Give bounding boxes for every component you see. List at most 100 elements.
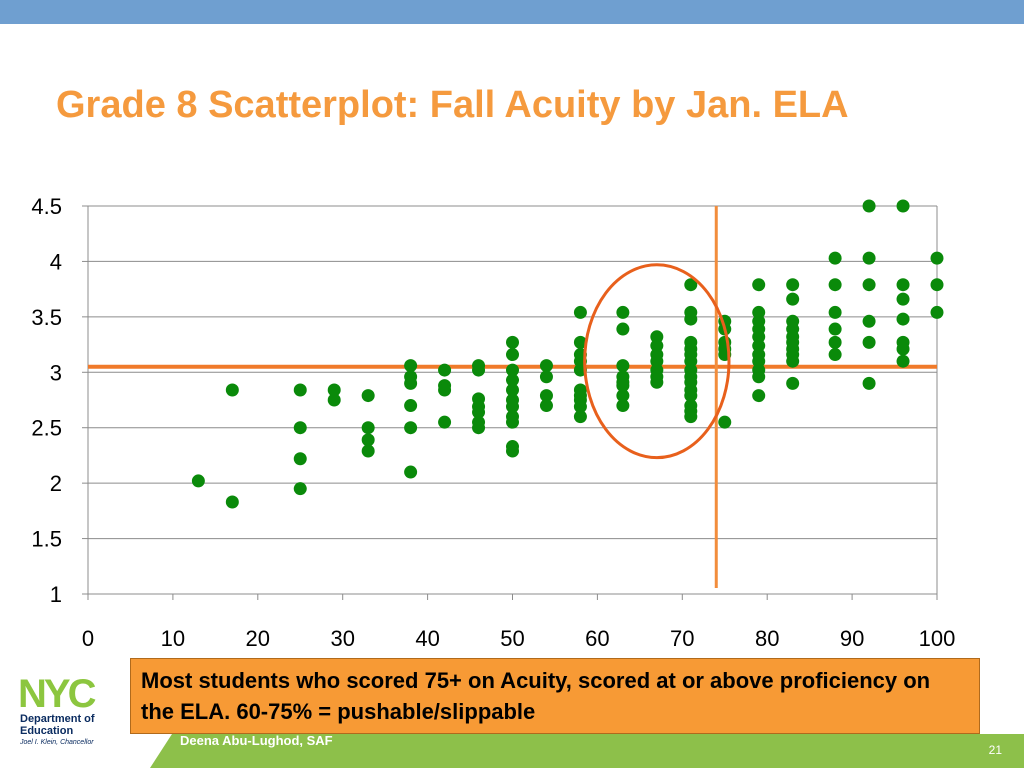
page-number: 21 [988,743,1002,757]
data-point [862,335,876,349]
data-point [786,354,800,368]
data-point [506,335,519,349]
y-tick-label: 3.5 [31,305,62,330]
data-point [293,421,307,435]
data-point [573,305,587,319]
data-point [438,383,452,397]
data-point [404,376,418,390]
data-point [191,474,205,488]
data-point [786,376,800,390]
y-tick-label: 1 [50,582,62,607]
x-tick-label: 80 [755,626,779,651]
data-point [506,400,519,414]
footer-band [0,734,1024,768]
data-point [438,363,452,377]
data-point [616,379,630,393]
data-point [930,251,944,265]
top-accent-bar [0,0,1024,24]
x-tick-label: 10 [161,626,185,651]
y-tick-label: 3 [50,360,62,385]
data-point [438,415,452,429]
data-point [828,278,842,292]
logo-department: Department of Education [20,713,95,737]
data-point [786,292,800,306]
data-point [862,278,876,292]
data-point [752,389,766,403]
data-point [616,359,630,373]
y-tick-label: 4.5 [31,194,62,219]
data-point [752,278,766,292]
data-point [506,373,519,387]
logo-mark-text: NYC [18,674,96,710]
data-point [573,400,587,414]
data-point [684,410,698,424]
footer-author: Deena Abu-Lughod, SAF [180,733,333,748]
x-tick-label: 100 [919,626,956,651]
data-point [361,444,375,458]
data-point [862,199,876,213]
data-point [684,389,698,403]
data-point [828,251,842,265]
x-tick-label: 40 [415,626,439,651]
y-tick-label: 4 [50,249,62,274]
data-point [786,278,800,292]
data-point [684,278,698,292]
x-tick-label: 30 [330,626,354,651]
data-point [862,251,876,265]
logo-chancellor: Joel I. Klein, Chancellor [20,739,94,746]
data-point [896,354,910,368]
data-point [225,495,239,509]
data-point [650,375,664,389]
data-point [828,335,842,349]
callout-box: Most students who scored 75+ on Acuity, … [130,658,980,734]
data-point [293,452,307,466]
data-point [293,482,307,496]
data-point [718,415,732,429]
data-point [896,342,910,356]
y-tick-label: 2.5 [31,416,62,441]
data-point [896,278,910,292]
data-point [327,393,341,407]
x-tick-label: 90 [840,626,864,651]
data-point [404,465,418,479]
data-point [539,359,553,373]
data-point [896,292,910,306]
data-point [225,383,239,397]
data-point [361,389,375,403]
nyc-logo-mark: NYC [18,674,99,710]
data-point [361,421,375,435]
data-point [327,383,341,397]
data-point [404,359,418,373]
data-point [404,421,418,435]
data-point [616,322,630,336]
slide-title: Grade 8 Scatterplot: Fall Acuity by Jan.… [56,84,849,126]
data-point [896,199,910,213]
data-point [862,314,876,328]
data-point [828,305,842,319]
data-point [862,376,876,390]
data-point [828,348,842,362]
data-point [539,389,553,403]
data-point [506,415,519,429]
data-point [752,370,766,384]
data-point [616,399,630,413]
y-tick-label: 1.5 [31,527,62,552]
highlight-ellipse [583,263,731,460]
data-point [472,363,486,377]
data-point [684,312,698,326]
x-tick-label: 70 [670,626,694,651]
x-tick-label: 20 [246,626,270,651]
data-point [404,399,418,413]
data-point [293,383,307,397]
data-point [472,405,486,419]
data-point [506,363,519,377]
x-tick-label: 60 [585,626,609,651]
data-point [930,278,944,292]
data-point [930,305,944,319]
x-tick-label: 0 [82,626,94,651]
data-point [361,433,375,447]
data-point [616,389,630,403]
data-point [539,370,553,384]
data-point [539,399,553,413]
data-point [472,421,486,435]
